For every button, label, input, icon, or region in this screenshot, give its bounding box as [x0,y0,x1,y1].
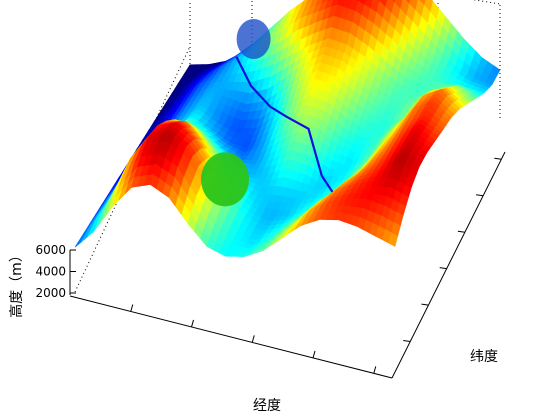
y-axis-tick [476,194,484,197]
surface-patch [388,232,399,247]
y-axis-line [391,151,506,379]
x-axis-tick [130,304,134,312]
route-path [235,56,334,193]
x-axis-tick [251,335,255,343]
y-axis-tick [494,157,502,160]
y-axis-tick [439,267,447,270]
annotations [201,18,334,207]
z-axis-label: 高度（m） [8,248,25,318]
surface-mesh [74,0,501,258]
end-marker [236,18,271,59]
y-axis-tick [403,340,411,343]
x-axis-tick [312,350,316,359]
y-axis-label: 纬度 [470,349,498,365]
x-axis-tick [191,319,194,328]
axes: 2000 4000 6000 [35,151,506,379]
z-tick-label: 6000 [35,243,66,257]
start-marker [201,152,250,207]
x-axis-label: 经度 [253,398,281,414]
surface-patch [311,0,316,2]
x-axis-tick [373,366,377,374]
surface-patch [74,236,85,248]
x-axis-line [69,295,393,379]
y-axis-tick [457,230,465,233]
y-axis-tick [421,303,429,306]
z-tick-label: 4000 [35,265,66,279]
z-tick-label: 2000 [35,286,66,300]
